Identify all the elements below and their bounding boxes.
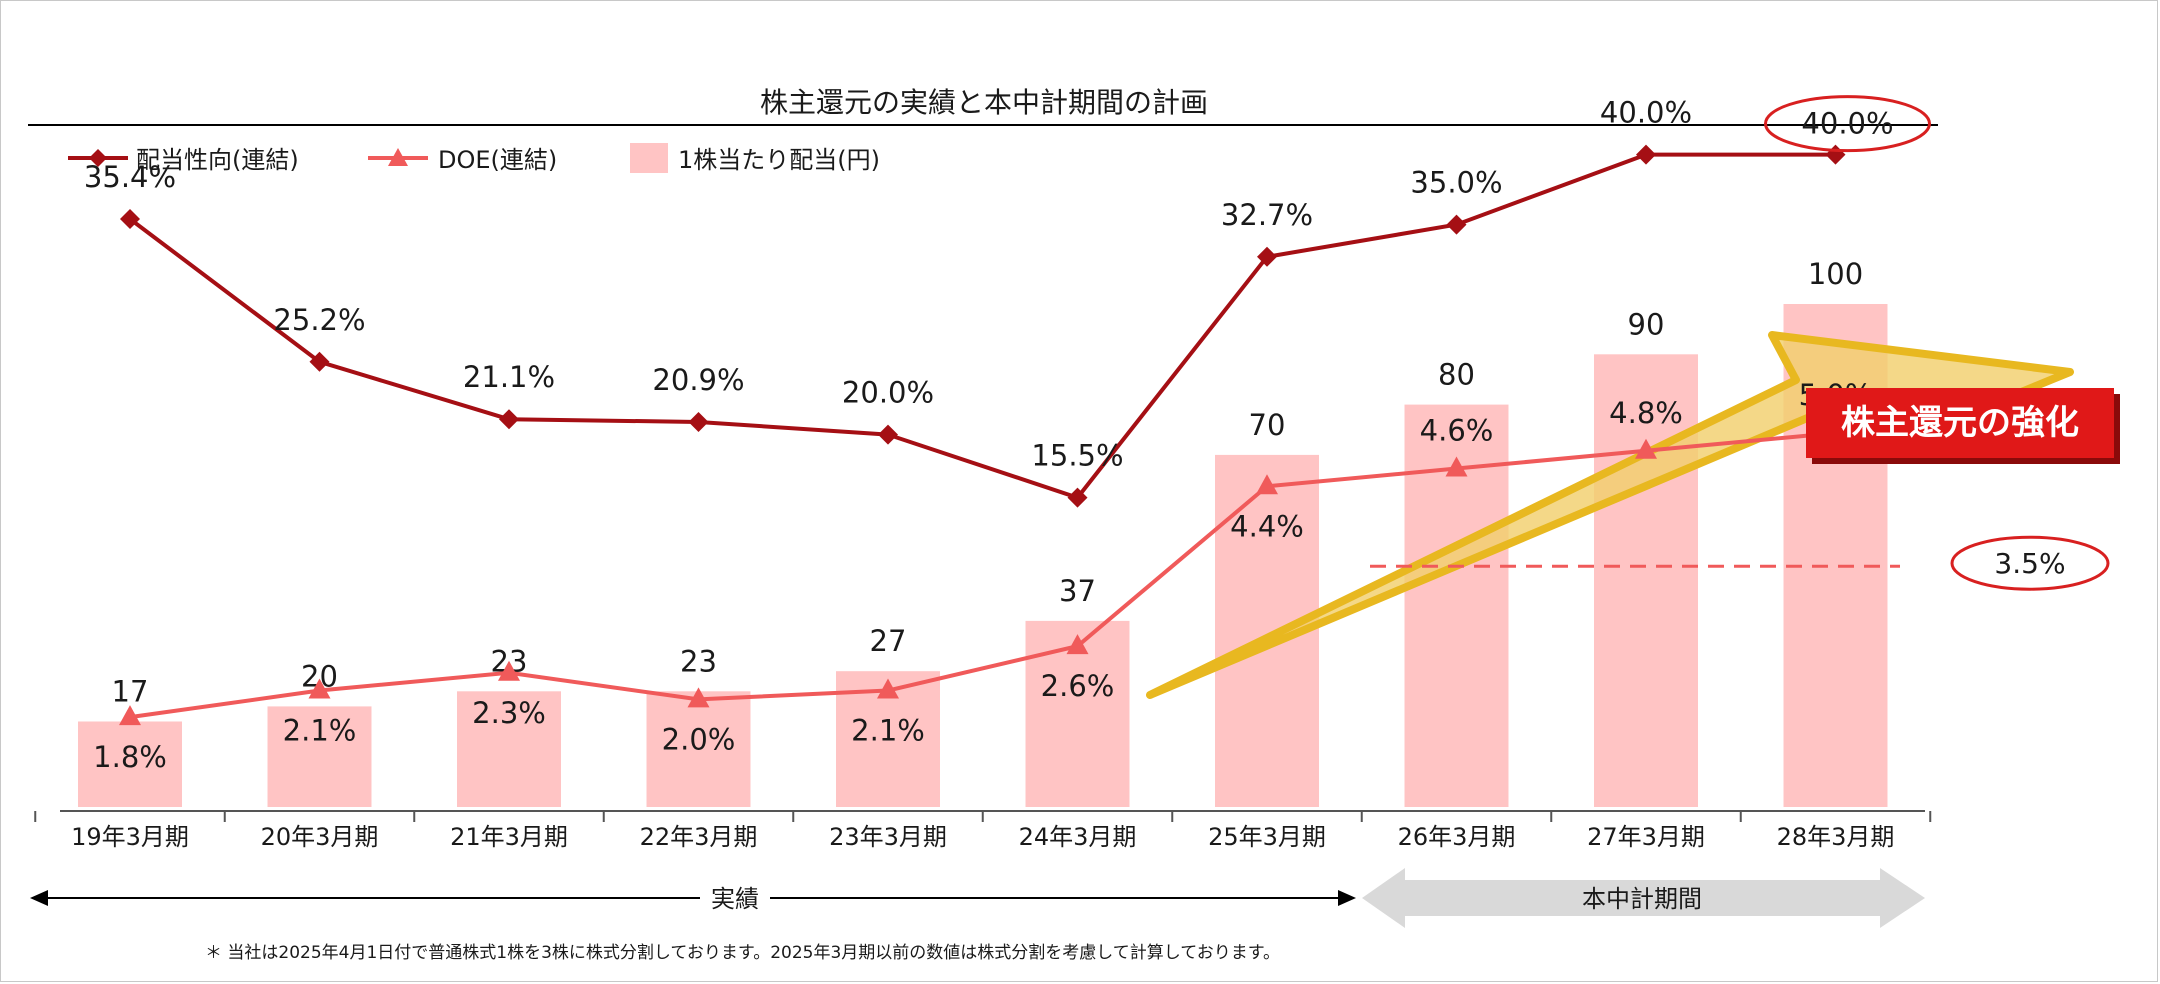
x-tick-label-9: 27年3月期: [1587, 823, 1705, 851]
bar-1: [78, 721, 182, 807]
doe-label-7: 4.4%: [1230, 509, 1304, 543]
callout-text: 株主還元の強化: [1841, 403, 2079, 443]
actual-arrow-left-head: [30, 890, 48, 906]
x-tick-label-1: 19年3月期: [71, 823, 189, 851]
payout-label-1: 35.4%: [84, 160, 176, 194]
reference-circle: [1950, 535, 2110, 591]
payout-ratio-series: 35.4% 25.2% 21.1% 20.9% 20.0% 15.5% 32.7% 35.0%…: [84, 95, 1931, 508]
reference-label: 3.5%: [1994, 547, 2065, 580]
doe-point-2: [308, 678, 331, 699]
x-tick-label-4: 22年3月期: [640, 823, 758, 851]
doe-point-7: [1256, 474, 1278, 495]
payout-point-4: [688, 412, 709, 432]
payout-label-9: 40.0%: [1600, 96, 1692, 130]
payout-label-4: 20.9%: [652, 363, 744, 397]
reference-line-3-5: 3.5%: [1370, 535, 2110, 591]
doe-point-5: [877, 678, 899, 699]
legend-doe-label: DOE(連結): [438, 146, 557, 174]
footnote: ＊ 当社は2025年4月1日付で普通株式1株を3株に株式分割しております。202…: [205, 943, 1280, 963]
bar-label-9: 90: [1628, 307, 1665, 341]
bar-label-6: 37: [1059, 574, 1096, 608]
legend-dividend-label: 1株当たり配当(円): [678, 146, 880, 174]
x-axis-ticks: 19年3月期 20年3月期 21年3月期 22年3月期 23年3月期 24年3月期 25年3…: [34, 811, 1932, 851]
doe-point-6: [1066, 634, 1089, 655]
payout-label-10: 40.0%: [1801, 107, 1893, 141]
plan-label: 本中計期間: [1582, 885, 1702, 913]
doe-label-1: 1.8%: [93, 740, 167, 774]
payout-label-6: 15.5%: [1031, 439, 1123, 473]
x-tick-label-3: 21年3月期: [450, 823, 568, 851]
bar-label-8: 80: [1438, 358, 1475, 392]
actual-label-bg: [700, 880, 770, 916]
bar-2: [267, 706, 372, 807]
payout-point-7: [1257, 246, 1277, 267]
legend-dividend-swatch: [630, 143, 668, 173]
legend-payout-marker: [89, 149, 107, 167]
legend-doe-marker: [388, 148, 408, 166]
doe-label-3: 2.3%: [472, 696, 546, 730]
chart-title: 株主還元の実績と本中計期間の計画: [760, 86, 1208, 119]
bar-label-10: 100: [1808, 257, 1863, 291]
payout-point-5: [878, 424, 898, 445]
payout-polyline: [128, 152, 1836, 500]
payout-point-3: [499, 409, 519, 430]
legend-payout-label: 配当性向(連結): [136, 146, 299, 174]
x-tick-label-5: 23年3月期: [829, 823, 947, 851]
doe-label-8: 4.6%: [1420, 414, 1494, 448]
legend-item-doe: DOE(連結): [368, 146, 557, 174]
doe-series: 1.8%2.1%2.3%2.0%2.1%2.6%4.4%4.6%4.8%5.0%: [93, 378, 1872, 774]
legend-item-dividend: 1株当たり配当(円): [630, 143, 880, 174]
doe-label-5: 2.1%: [851, 714, 925, 748]
payout-label-8: 35.0%: [1410, 166, 1502, 200]
bar-9: [1594, 354, 1698, 807]
callout-bg: [1806, 388, 2114, 458]
x-tick-label-10: 28年3月期: [1777, 823, 1895, 851]
period-plan: 本中計期間: [1362, 868, 1925, 928]
x-tick-label-8: 26年3月期: [1398, 823, 1516, 851]
doe-label-4: 2.0%: [662, 722, 736, 756]
doe-label-9: 4.8%: [1609, 396, 1683, 430]
doe-point-1: [119, 705, 141, 726]
bar-label-7: 70: [1249, 408, 1286, 442]
actual-arrow-right-head: [1338, 890, 1356, 906]
callout-box: 株主還元の強化: [1806, 388, 2120, 464]
legend: 配当性向(連結) DOE(連結) 1株当たり配当(円): [68, 143, 880, 174]
doe-point-9: [1635, 438, 1657, 459]
payout-label-3: 21.1%: [463, 360, 555, 394]
x-tick-label-7: 25年3月期: [1208, 823, 1326, 851]
doe-label-6: 2.6%: [1041, 669, 1115, 703]
payout-label-2: 25.2%: [273, 303, 365, 337]
doe-point-4: [687, 687, 710, 708]
payout-point-9: [1636, 144, 1656, 165]
doe-point-3: [498, 660, 520, 681]
payout-label-7: 32.7%: [1221, 198, 1313, 232]
legend-item-payout: 配当性向(連結): [68, 146, 299, 174]
payout-label-5: 20.0%: [842, 376, 934, 410]
payout-point-2: [309, 351, 330, 372]
doe-polyline: [129, 431, 1836, 720]
payout-point-10: [1825, 144, 1846, 165]
doe-label-2: 2.1%: [283, 714, 357, 748]
actual-label: 実績: [711, 885, 759, 913]
payout-highlight-circle: [1764, 95, 1931, 153]
period-actual: 実績: [30, 880, 1356, 916]
plan-arrow: [1362, 868, 1925, 928]
bar-4: [646, 691, 751, 807]
doe-point-8: [1445, 456, 1468, 477]
bar-3: [457, 691, 561, 807]
payout-point-8: [1446, 214, 1467, 235]
bar-label-1: 17: [112, 674, 149, 708]
x-tick-label-6: 24年3月期: [1019, 823, 1137, 851]
payout-point-6: [1067, 487, 1088, 508]
payout-point-1: [120, 209, 140, 229]
x-tick-label-2: 20年3月期: [261, 823, 379, 851]
bar-label-4: 23: [680, 644, 717, 678]
bar-label-5: 27: [870, 624, 907, 658]
